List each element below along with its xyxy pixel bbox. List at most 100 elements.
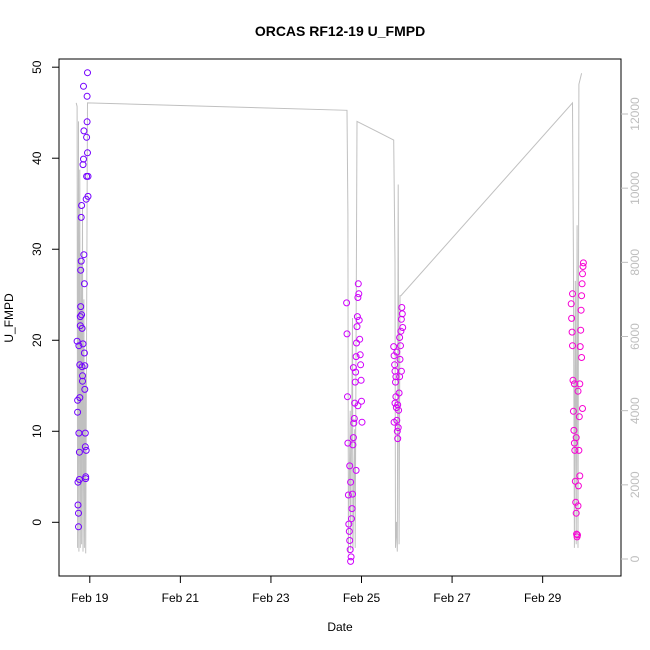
- data-point: [78, 311, 86, 319]
- data-point: [84, 69, 91, 77]
- data-point: [346, 462, 354, 470]
- data-point: [349, 434, 357, 442]
- data-point: [80, 127, 88, 135]
- y-tick-label: 30: [30, 242, 44, 256]
- data-point: [570, 380, 578, 388]
- data-point: [81, 443, 89, 451]
- data-point: [577, 306, 585, 314]
- x-tick-label: Feb 19: [71, 591, 109, 605]
- x-tick-label: Feb 29: [524, 591, 562, 605]
- data-point: [75, 448, 83, 456]
- data-point: [569, 376, 577, 384]
- data-point: [344, 491, 352, 499]
- secondary-trace-layer: [75, 73, 583, 554]
- data-point: [392, 378, 399, 386]
- data-point: [348, 515, 355, 523]
- data-point: [348, 505, 356, 513]
- data-point: [397, 327, 405, 335]
- data-point: [356, 335, 364, 343]
- data-point: [579, 259, 587, 267]
- y2-tick-label: 10000: [628, 171, 642, 205]
- data-point: [347, 478, 355, 486]
- data-point: [576, 380, 584, 388]
- data-point: [344, 393, 351, 401]
- axes-layer: Feb 19 Feb 21 Feb 23 Feb 25 Feb 27 Feb 29 0 10 2…: [30, 60, 642, 605]
- data-point: [354, 280, 362, 288]
- y-tick-label: 0: [30, 519, 44, 526]
- secondary-trace-line: [75, 73, 583, 554]
- data-point: [79, 377, 86, 385]
- x-axis-label: Date: [327, 620, 353, 634]
- data-point: [78, 324, 86, 332]
- data-point: [393, 427, 401, 435]
- data-point: [75, 523, 82, 531]
- x-tick-label: Feb 27: [433, 591, 471, 605]
- x-tick-label: Feb 25: [343, 591, 381, 605]
- data-point: [83, 133, 91, 141]
- data-point: [80, 251, 88, 259]
- data-point: [576, 343, 584, 351]
- data-point: [397, 342, 404, 350]
- data-point: [571, 446, 579, 454]
- data-point: [352, 353, 360, 361]
- data-point: [347, 553, 355, 561]
- data-point: [567, 300, 575, 308]
- data-point: [391, 361, 399, 369]
- data-point: [83, 92, 91, 100]
- y-tick-label: 10: [30, 424, 44, 438]
- data-point: [84, 192, 92, 200]
- data-point: [569, 407, 577, 415]
- data-point: [574, 387, 582, 395]
- points-layer: [73, 69, 587, 565]
- plot-frame: [58, 58, 622, 577]
- y2-tick-label: 4000: [628, 397, 642, 424]
- data-point: [398, 310, 406, 318]
- data-point: [357, 376, 365, 384]
- y-axis-label: U_FMPD: [2, 293, 16, 343]
- data-point: [80, 82, 87, 90]
- data-point: [77, 257, 85, 265]
- data-point: [343, 299, 351, 307]
- data-point: [76, 313, 84, 321]
- data-point: [74, 501, 82, 509]
- data-point: [577, 326, 585, 334]
- y-tick-label: 50: [30, 60, 44, 74]
- data-point: [394, 401, 402, 409]
- data-point: [81, 385, 89, 393]
- y-tick-label: 40: [30, 151, 44, 165]
- data-point: [568, 328, 576, 336]
- y2-tick-label: 0: [628, 555, 642, 562]
- data-point: [574, 482, 582, 490]
- data-point: [81, 362, 89, 370]
- data-point: [578, 280, 586, 288]
- data-point: [574, 531, 581, 539]
- data-point: [353, 313, 361, 321]
- data-point: [358, 418, 366, 426]
- data-point: [396, 334, 404, 341]
- x-tick-label: Feb 23: [252, 591, 290, 605]
- data-point: [81, 429, 89, 437]
- data-point: [73, 337, 81, 345]
- data-point: [575, 446, 583, 454]
- data-point: [84, 172, 92, 180]
- data-point: [399, 324, 407, 331]
- data-point: [82, 446, 90, 454]
- data-point: [395, 389, 403, 397]
- data-point: [572, 434, 580, 442]
- data-point: [77, 266, 85, 274]
- data-point: [343, 330, 351, 338]
- data-point: [352, 466, 360, 474]
- data-point: [349, 441, 357, 449]
- data-point: [578, 354, 586, 361]
- data-point: [349, 490, 356, 498]
- data-point: [77, 303, 85, 311]
- data-point: [579, 405, 586, 412]
- data-point: [357, 361, 365, 369]
- chart-title: ORCAS RF12-19 U_FMPD: [255, 23, 425, 39]
- data-point: [76, 394, 84, 402]
- data-point: [578, 292, 586, 300]
- data-point: [355, 316, 363, 324]
- data-point: [74, 408, 82, 416]
- data-point: [392, 373, 400, 381]
- data-point: [358, 397, 365, 405]
